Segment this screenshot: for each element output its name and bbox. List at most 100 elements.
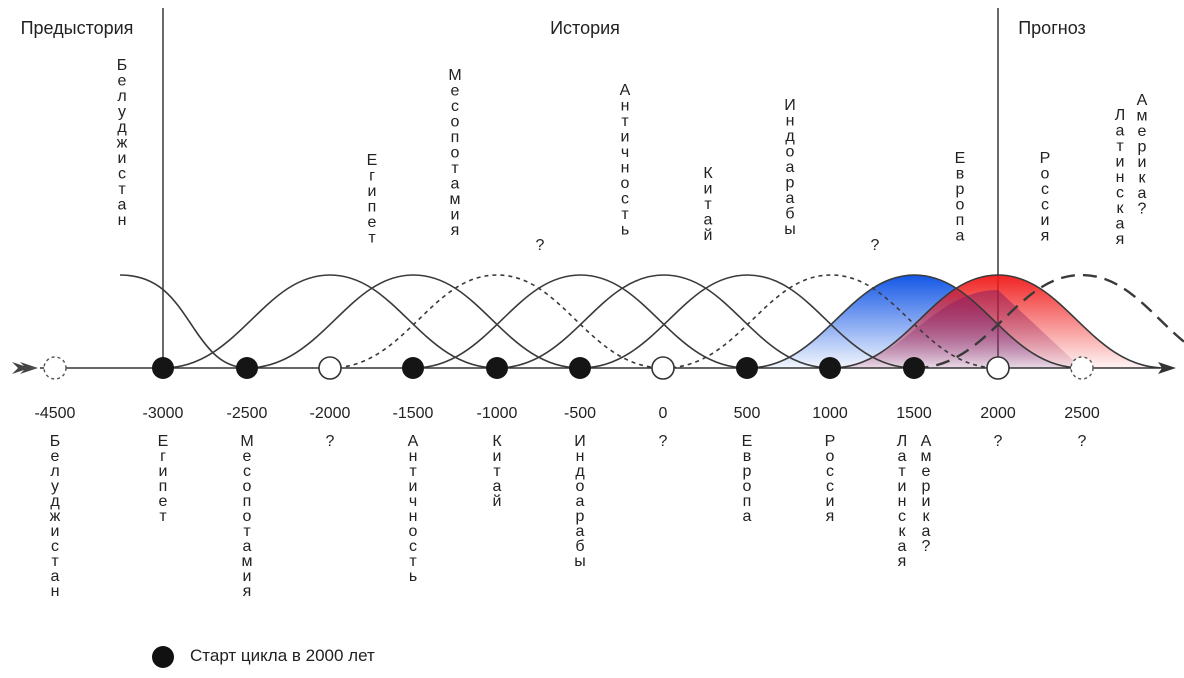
top-label-letter: н [621,160,630,177]
top-label-letter: о [956,197,965,214]
top-label-letter: п [368,199,377,216]
top-label-letter: ? [1138,201,1147,218]
top-label-letter: д [117,119,127,136]
top-label-letter: я [451,222,460,239]
top-label-letter: е [118,73,127,90]
year-label: 1500 [896,405,932,422]
top-label-letter: с [1041,197,1049,214]
curve-5 [414,275,748,368]
section-prehistory: Предыстория [21,18,134,38]
top-label-letter: Б [117,57,128,74]
top-label-letter: Е [955,150,966,167]
cycle-start-marker [736,357,758,379]
year-label: -1500 [393,405,434,422]
top-label-letter: а [704,212,713,229]
top-label-letter: И [784,97,796,114]
section-history: История [550,18,620,38]
top-label-letter: в [956,166,965,183]
top-label-letter: с [118,166,126,183]
top-labels: БелуджистанЕгипетМесопотамия?АнтичностьК… [117,57,1148,254]
top-label-letter: й [704,227,713,244]
top-label-letter: м [450,191,461,208]
top-label-letter: о [451,145,460,162]
top-label-letter: А [1137,92,1148,109]
cycle-start-marker [903,357,925,379]
bottom-label-letter: ? [922,538,931,555]
top-label-letter: а [1138,185,1147,202]
bottom-label-letter: ? [994,433,1003,450]
top-label-letter: а [786,159,795,176]
top-label-letter: с [621,191,629,208]
bottom-label-letter: н [51,583,60,600]
year-label: -2500 [227,405,268,422]
top-label-letter: и [1041,212,1050,229]
top-label-letter: а [451,176,460,193]
cycle-start-marker [236,357,258,379]
top-label-letter: т [118,181,126,198]
top-label-letter: ? [536,237,545,254]
cycle-start-marker [486,357,508,379]
year-label: 2500 [1064,405,1100,422]
bottom-labels: -4500Белуджистан-3000Египет-2500Месопота… [35,405,1100,600]
top-label-letter: е [368,214,377,231]
bottom-label-letter: ? [1078,433,1087,450]
top-label-letter: н [786,113,795,130]
top-label-letter: Л [1115,107,1126,124]
curve-1 [120,275,245,368]
top-label-letter: п [451,129,460,146]
top-label-letter: о [1041,166,1050,183]
top-label-letter: и [368,183,377,200]
top-label-letter: г [369,168,375,185]
bottom-label-letter: ? [326,433,335,450]
year-label: -4500 [35,405,76,422]
top-label-letter: и [1116,154,1125,171]
bottom-label-letter: й [493,493,502,510]
cycle-start-marker [402,357,424,379]
top-label-letter: н [118,212,127,229]
section-forecast: Прогноз [1018,18,1086,38]
year-label: -1000 [477,405,518,422]
top-label-letter: и [1138,154,1147,171]
year-label: -500 [564,405,596,422]
top-label-letter: т [621,113,629,130]
top-label-letter: а [786,190,795,207]
top-label-letter: р [956,181,965,198]
top-label-letter: т [451,160,459,177]
top-label-letter: а [118,197,127,214]
top-label-letter: ь [621,222,629,239]
top-label-letter: а [956,228,965,245]
cycle-start-marker [569,357,591,379]
top-label-letter: м [1137,108,1148,125]
top-label-letter: с [1041,181,1049,198]
curve-4 [330,275,664,368]
bottom-label-letter: я [243,583,252,600]
top-label-letter: д [785,128,795,145]
bottom-label-letter: ы [574,553,586,570]
year-label: 1000 [812,405,848,422]
top-label-letter: т [1116,138,1124,155]
bottom-label-letter: я [826,508,835,525]
top-label-letter: я [1041,228,1050,245]
top-label-letter: б [785,206,794,223]
top-label-letter: а [1116,123,1125,140]
top-label-letter: и [621,129,630,146]
open-marker [987,357,1009,379]
cycle-start-marker [152,357,174,379]
top-label-letter: Е [367,152,378,169]
dashed-marker [44,357,66,379]
top-label-letter: т [368,230,376,247]
top-label-letter: и [118,150,127,167]
curve-2 [163,275,497,368]
curve-6 [497,275,831,368]
top-label-letter: е [1138,123,1147,140]
top-label-letter: т [704,196,712,213]
top-label-letter: р [1138,139,1147,156]
dashed-marker [1071,357,1093,379]
bottom-label-letter: ? [659,433,668,450]
top-label-letter: е [451,83,460,100]
bottom-label-letter: я [898,553,907,570]
year-label: 500 [734,405,761,422]
top-label-letter: с [1116,185,1124,202]
top-label-letter: р [786,175,795,192]
